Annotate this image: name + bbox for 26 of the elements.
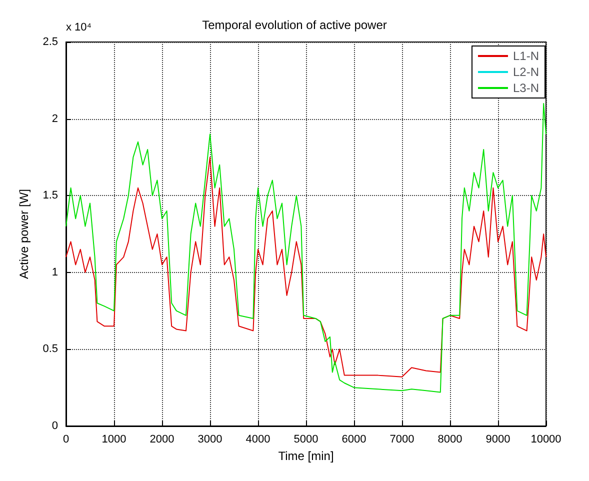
- y-tick-label: 2.5: [42, 36, 58, 48]
- y-axis-title: Active power [W]: [17, 188, 31, 280]
- legend-label: L1-N: [512, 49, 540, 63]
- y-tick-label: 1.5: [42, 190, 58, 202]
- y-tick-label: 2: [52, 112, 58, 125]
- x-tick-label: 2000: [150, 434, 174, 446]
- line-series: [66, 156, 546, 378]
- legend-label: L3-N: [512, 81, 540, 95]
- x-axis-title: Time [min]: [278, 448, 334, 463]
- y-tick-label: 1: [52, 266, 58, 278]
- text: x 10⁴: [66, 22, 92, 34]
- x-tick-label: 1000: [102, 434, 126, 446]
- line-series: [66, 102, 546, 393]
- y-tick-label: 0: [52, 420, 58, 432]
- x-tick-label: 3000: [198, 434, 222, 446]
- x-tick-label: 10000: [530, 434, 562, 446]
- x-tick-label: 9000: [486, 434, 510, 446]
- x-tick-label: 8000: [438, 434, 462, 446]
- x-tick-label: 7000: [390, 434, 414, 446]
- legend-label: L2-N: [512, 65, 540, 79]
- x-tick-label: 4000: [246, 434, 270, 446]
- x-tick-label: 6000: [342, 434, 366, 446]
- x-tick-label: 5000: [294, 434, 318, 446]
- chart-title: Temporal evolution of active power: [202, 18, 387, 32]
- x-tick-label: 0: [62, 434, 70, 446]
- y-tick-label: 0.5: [42, 343, 58, 356]
